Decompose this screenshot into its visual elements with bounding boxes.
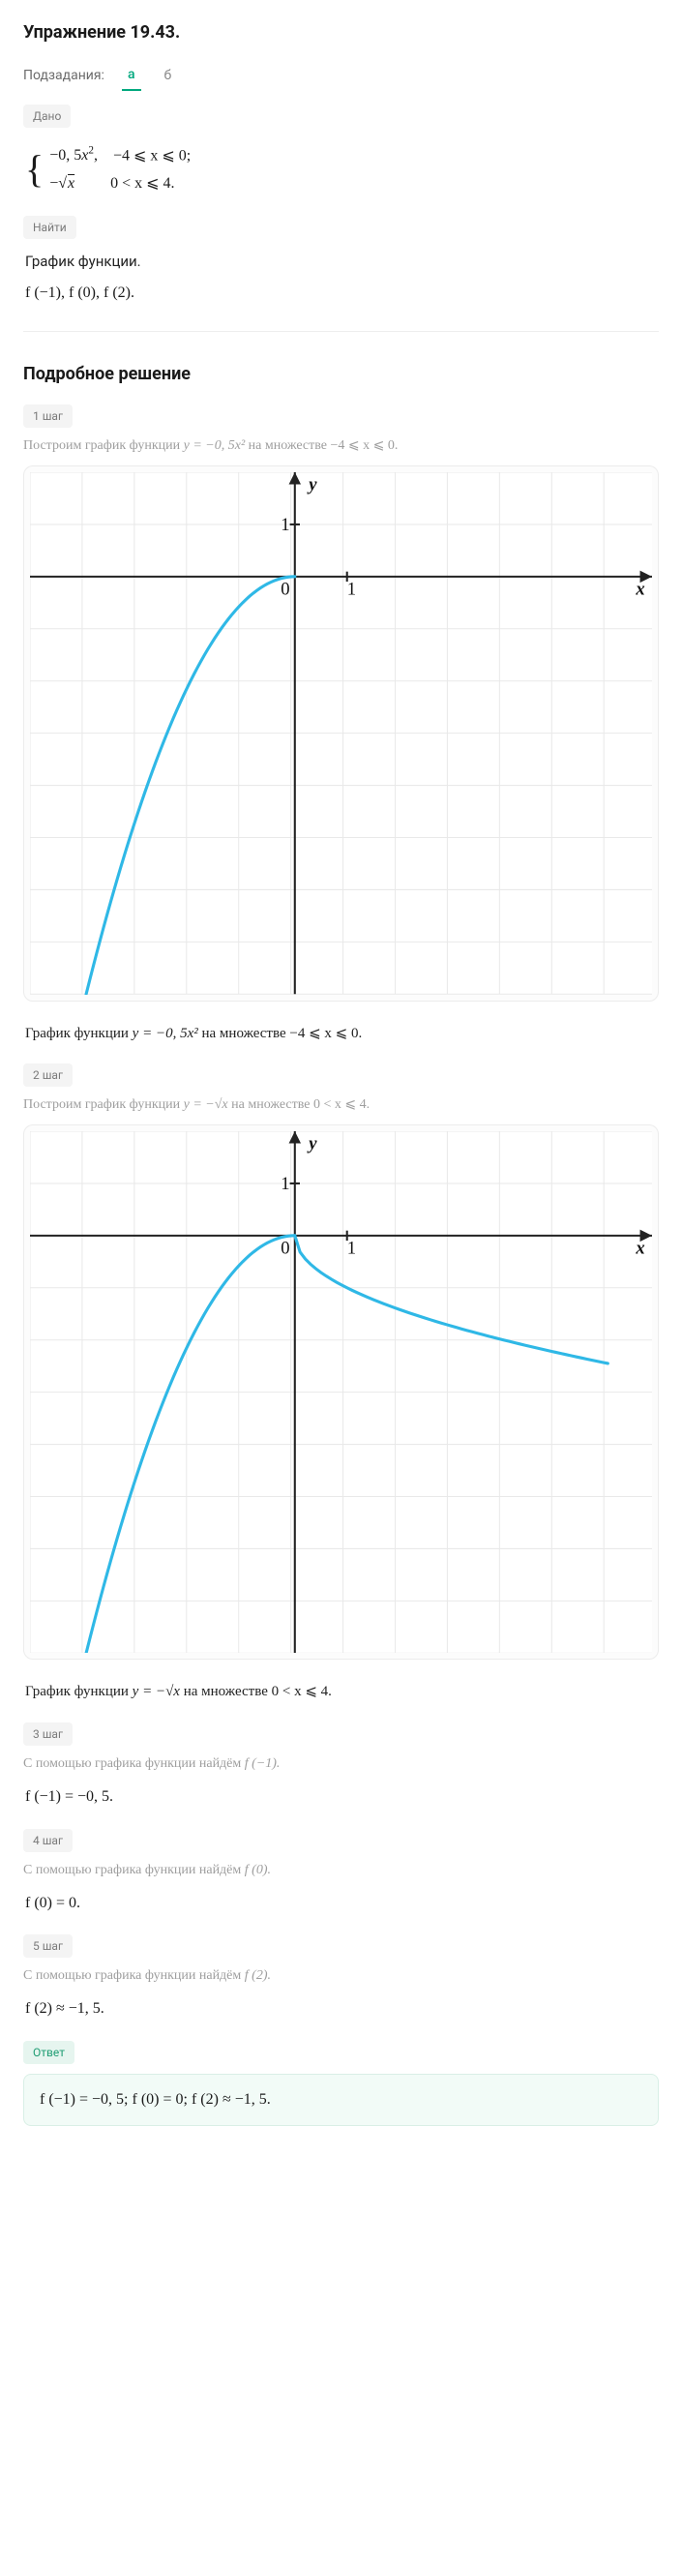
brace-icon: { [25,152,44,187]
tab-b[interactable]: б [159,62,178,90]
step-5-result: f (2) ≈ −1, 5. [25,1995,659,2023]
step-3-badge: 3 шаг [23,1722,73,1746]
answer-section: Ответ f (−1) = −0, 5; f (0) = 0; f (2) ≈… [23,2041,659,2126]
subtasks-row: Подзадания: а б [23,61,659,91]
chart-2: 0 1 1 x y [23,1124,659,1660]
exercise-title: Упражнение 19.43. [23,19,659,45]
find-badge: Найти [23,216,76,239]
step-4-intro: С помощью графика функции найдём f (0). [23,1860,659,1880]
svg-text:y: y [307,475,317,495]
svg-text:1: 1 [347,1239,356,1259]
step-1-badge: 1 шаг [23,404,73,428]
step-5: 5 шаг С помощью графика функции найдём f… [23,1934,659,2023]
step-1: 1 шаг Построим график функции y = −0, 5x… [23,404,659,1044]
subtasks-label: Подзадания: [23,66,104,86]
chart-1-caption: График функции y = −0, 5x² на множестве … [25,1023,659,1045]
sys-row2-right: 0 < x ⩽ 4. [110,175,174,192]
sys-row2-left: −√x [49,175,75,192]
step-2-badge: 2 шаг [23,1063,73,1087]
step-1-intro: Построим график функции y = −0, 5x² на м… [23,435,659,456]
svg-text:0: 0 [281,1239,289,1259]
svg-text:0: 0 [281,580,289,600]
step-5-intro: С помощью графика функции найдём f (2). [23,1965,659,1986]
sys-row1-right: −4 ⩽ x ⩽ 0; [113,147,191,164]
svg-text:y: y [307,1134,317,1154]
chart-1-svg: 0 1 1 x y [30,472,652,994]
svg-text:1: 1 [281,515,289,535]
given-system: { −0, 5x2, −4 ⩽ x ⩽ 0; −√x 0 < x ⩽ 4. [25,141,659,198]
step-4: 4 шаг С помощью графика функции найдём f… [23,1829,659,1918]
find-text: График функции. [25,251,659,273]
chart-2-caption: График функции y = −√x на множестве 0 < … [25,1681,659,1703]
svg-text:x: x [635,1239,644,1259]
solution-title: Подробное решение [23,361,659,387]
svg-text:1: 1 [281,1174,289,1194]
given-badge: Дано [23,105,71,128]
svg-text:1: 1 [347,580,356,600]
svg-text:x: x [635,580,644,600]
chart-2-svg: 0 1 1 x y [30,1131,652,1653]
chart-1: 0 1 1 x y [23,465,659,1001]
step-3: 3 шаг С помощью графика функции найдём f… [23,1722,659,1812]
sys-row1-left: −0, 5x2, [49,147,98,164]
find-section: Найти График функции. f (−1), f (0), f (… [23,216,659,308]
given-section: Дано { −0, 5x2, −4 ⩽ x ⩽ 0; −√x 0 < x ⩽ … [23,105,659,198]
step-2-intro: Построим график функции y = −√x на множе… [23,1094,659,1115]
step-5-badge: 5 шаг [23,1934,73,1958]
step-3-result: f (−1) = −0, 5. [25,1783,659,1812]
step-3-intro: С помощью графика функции найдём f (−1). [23,1753,659,1774]
step-4-result: f (0) = 0. [25,1890,659,1918]
divider [23,331,659,332]
step-4-badge: 4 шаг [23,1829,73,1852]
tab-a[interactable]: а [122,61,141,91]
find-math: f (−1), f (0), f (2). [25,280,659,308]
answer-badge: Ответ [23,2041,74,2064]
step-2: 2 шаг Построим график функции y = −√x на… [23,1063,659,1703]
answer-box: f (−1) = −0, 5; f (0) = 0; f (2) ≈ −1, 5… [23,2074,659,2126]
